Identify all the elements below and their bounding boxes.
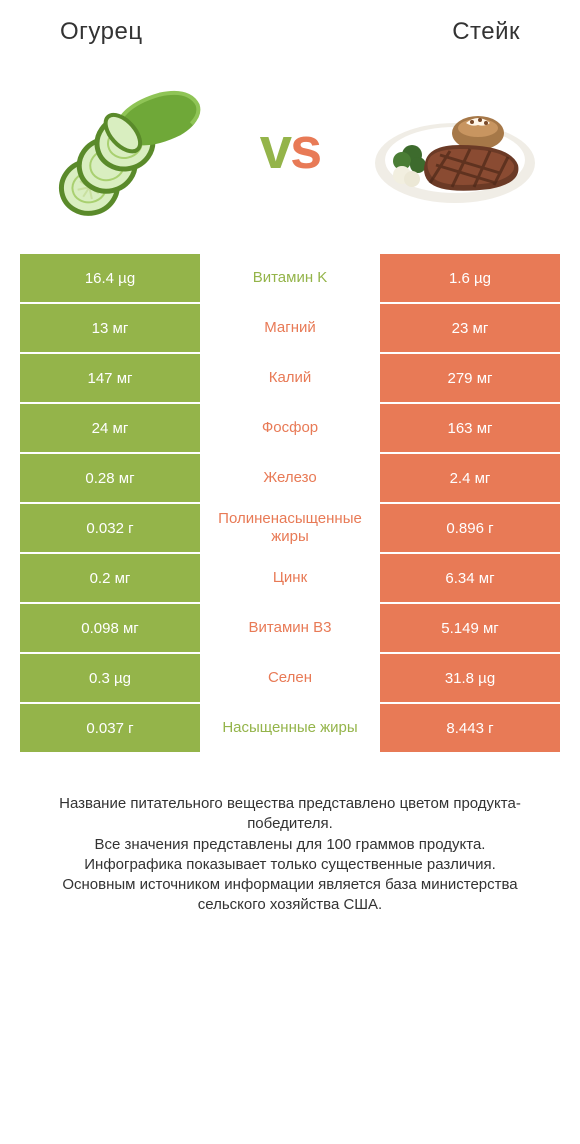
table-row: 0.037 гНасыщенные жиры8.443 г [20,704,560,754]
right-value: 5.149 мг [380,604,560,652]
table-row: 0.032 гПолиненасыщенные жиры0.896 г [20,504,560,554]
left-product-title: Огурец [60,18,143,46]
left-value: 16.4 µg [20,254,200,302]
left-value: 0.3 µg [20,654,200,702]
nutrient-name: Железо [200,454,380,502]
table-row: 13 мгМагний23 мг [20,304,560,354]
right-value: 2.4 мг [380,454,560,502]
vs-v: v [260,116,290,181]
left-value: 0.2 мг [20,554,200,602]
left-value: 0.28 мг [20,454,200,502]
vs-s: s [290,116,320,181]
left-value: 0.098 мг [20,604,200,652]
nutrient-name: Витамин B3 [200,604,380,652]
right-product-title: Стейк [452,18,520,46]
vs-label: vs [260,115,321,182]
left-value: 13 мг [20,304,200,352]
right-value: 8.443 г [380,704,560,752]
cucumber-image [40,73,210,223]
right-value: 279 мг [380,354,560,402]
left-value: 0.037 г [20,704,200,752]
right-value: 6.34 мг [380,554,560,602]
footer-line: Инфографика показывает только существенн… [30,855,550,875]
right-value: 0.896 г [380,504,560,552]
footer-line: Основным источником информации является … [30,875,550,916]
right-value: 23 мг [380,304,560,352]
table-row: 147 мгКалий279 мг [20,354,560,404]
nutrient-name: Цинк [200,554,380,602]
table-row: 0.28 мгЖелезо2.4 мг [20,454,560,504]
nutrient-name: Полиненасыщенные жиры [200,504,380,552]
nutrient-name: Насыщенные жиры [200,704,380,752]
left-value: 0.032 г [20,504,200,552]
table-row: 0.3 µgСелен31.8 µg [20,654,560,704]
footer-notes: Название питательного вещества представл… [0,754,580,936]
right-value: 1.6 µg [380,254,560,302]
nutrient-name: Магний [200,304,380,352]
right-value: 31.8 µg [380,654,560,702]
nutrient-name: Фосфор [200,404,380,452]
left-value: 24 мг [20,404,200,452]
nutrient-name: Калий [200,354,380,402]
table-row: 0.098 мгВитамин B35.149 мг [20,604,560,654]
comparison-table: 16.4 µgВитамин K1.6 µg13 мгМагний23 мг14… [20,254,560,754]
nutrient-name: Витамин K [200,254,380,302]
steak-image [370,73,540,223]
table-row: 24 мгФосфор163 мг [20,404,560,454]
footer-line: Все значения представлены для 100 граммо… [30,835,550,855]
table-row: 16.4 µgВитамин K1.6 µg [20,254,560,304]
nutrient-name: Селен [200,654,380,702]
hero-row: vs [0,54,580,254]
table-row: 0.2 мгЦинк6.34 мг [20,554,560,604]
left-value: 147 мг [20,354,200,402]
footer-line: Название питательного вещества представл… [30,794,550,835]
right-value: 163 мг [380,404,560,452]
header: Огурец Стейк [0,0,580,54]
